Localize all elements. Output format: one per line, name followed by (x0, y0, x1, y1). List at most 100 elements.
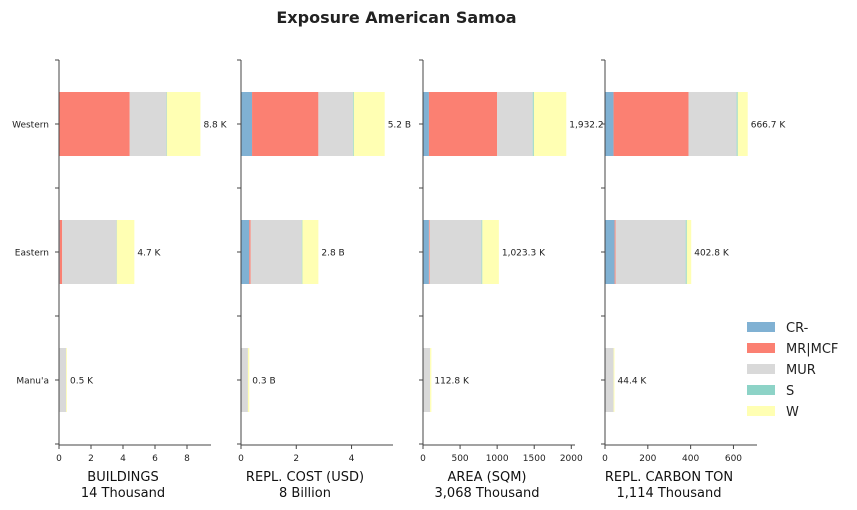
bar-eastern-mur (429, 220, 482, 284)
x-tick-label: 0 (602, 454, 608, 464)
panel-repl-cost-usd: 5.2 B 2.8 B 0.3 B 0 2 4 REPL. COST (USD)8 Bill… (237, 59, 411, 501)
total-label-manu-a: 44.4 K (618, 377, 648, 387)
bar-western-mr-mcf (59, 92, 130, 156)
bar-eastern-s (301, 220, 303, 284)
panel-repl-carbon-ton: 666.7 K 402.8 K 44.4 K 0 200 400 600 REPL. CARB… (601, 59, 787, 501)
bar-western-mr-mcf (613, 92, 689, 156)
x-tick-label: 1000 (486, 454, 509, 464)
bar-manu-a-w (66, 348, 67, 412)
x-axis-title: BUILDINGS (87, 470, 158, 485)
bar-western-s (532, 92, 534, 156)
legend-swatch-cr (747, 322, 775, 332)
bar-western-s (352, 92, 354, 156)
bar-western-cr (241, 92, 253, 156)
bar-western-w (533, 92, 567, 156)
bar-eastern-mr-mcf (428, 220, 430, 284)
x-tick-label: 500 (451, 454, 468, 464)
row-label-eastern: Eastern (15, 249, 49, 259)
x-tick-label: 0 (238, 454, 244, 464)
bar-eastern-s (685, 220, 687, 284)
total-label-manu-a: 0.3 B (252, 377, 275, 387)
bar-western-w (353, 92, 385, 156)
bar-western-s (736, 92, 738, 156)
x-axis-title: REPL. COST (USD) (246, 470, 364, 485)
legend-swatch-mur (747, 364, 775, 374)
panel-buildings: 8.8 K 4.7 K 0.5 K Western Eastern Manu'a 0 2 4 6 8… (12, 59, 228, 501)
total-label-manu-a: 112.8 K (434, 377, 470, 387)
bar-western-s (166, 92, 168, 156)
x-tick-label: 2 (293, 454, 299, 464)
x-axis-subtitle: 3,068 Thousand (435, 486, 540, 501)
bar-western-mur (497, 92, 533, 156)
bar-western-mur (318, 92, 353, 156)
bar-eastern-w (686, 220, 692, 284)
total-label-western: 1,932.2 K (569, 121, 613, 131)
x-tick-label: 2 (88, 454, 94, 464)
bar-eastern-mr-mcf (59, 220, 63, 284)
bar-manu-a-mur (605, 348, 614, 412)
legend-swatch-mr-mcf (747, 343, 775, 353)
legend-label-cr: CR- (786, 321, 809, 336)
x-axis-subtitle: 14 Thousand (81, 486, 165, 501)
total-label-manu-a: 0.5 K (70, 377, 94, 387)
bar-western-mur (129, 92, 167, 156)
x-tick-label: 4 (120, 454, 126, 464)
bar-manu-a-mur (423, 348, 431, 412)
x-axis-title: REPL. CARBON TON (605, 470, 733, 485)
bar-eastern-mur (62, 220, 117, 284)
chart-title: Exposure American Samoa (276, 8, 517, 27)
x-tick-label: 400 (682, 454, 699, 464)
x-axis-subtitle: 8 Billion (279, 486, 331, 501)
bar-manu-a-w (247, 348, 250, 412)
legend-label-mr-mcf: MR|MCF (786, 342, 838, 357)
bar-eastern-s (481, 220, 483, 284)
bar-eastern-cr (605, 220, 615, 284)
legend-label-s: S (786, 384, 794, 399)
bar-eastern-w (482, 220, 499, 284)
bar-eastern-mur (250, 220, 302, 284)
bar-eastern-cr (241, 220, 250, 284)
bar-western-cr (605, 92, 614, 156)
x-tick-label: 8 (184, 454, 190, 464)
total-label-western: 5.2 B (388, 121, 411, 131)
x-tick-label: 2000 (560, 454, 583, 464)
bar-eastern-mr-mcf (614, 220, 616, 284)
bar-manu-a-w (613, 348, 615, 412)
row-label-manu-a: Manu'a (16, 377, 49, 387)
bar-eastern-mur (615, 220, 686, 284)
x-tick-label: 200 (639, 454, 656, 464)
x-tick-label: 600 (725, 454, 742, 464)
bar-eastern-cr (423, 220, 429, 284)
bar-manu-a-w (430, 348, 432, 412)
x-axis-subtitle: 1,114 Thousand (617, 486, 722, 501)
bar-manu-a-mur (241, 348, 248, 412)
x-axis-title: AREA (SQM) (447, 470, 526, 485)
legend-label-w: W (786, 405, 799, 420)
bar-manu-a-mur (59, 348, 67, 412)
bar-western-mr-mcf (252, 92, 319, 156)
x-tick-label: 0 (420, 454, 426, 464)
total-label-western: 666.7 K (751, 121, 787, 131)
total-label-western: 8.8 K (203, 121, 227, 131)
total-label-eastern: 4.7 K (137, 249, 161, 259)
total-label-eastern: 402.8 K (694, 249, 730, 259)
row-label-western: Western (12, 121, 49, 131)
legend-label-mur: MUR (786, 363, 816, 378)
x-tick-label: 4 (349, 454, 355, 464)
legend-swatch-s (747, 385, 775, 395)
bar-western-mur (688, 92, 737, 156)
bar-eastern-w (302, 220, 319, 284)
bar-western-w (737, 92, 748, 156)
x-tick-label: 0 (56, 454, 62, 464)
bar-eastern-w (116, 220, 135, 284)
bar-western-cr (423, 92, 429, 156)
legend-swatch-w (747, 406, 775, 416)
bar-eastern-mr-mcf (249, 220, 251, 284)
legend: CR- MR|MCF MUR SW (747, 321, 838, 420)
total-label-eastern: 1,023.3 K (502, 249, 546, 259)
x-tick-label: 1500 (523, 454, 546, 464)
total-label-eastern: 2.8 B (321, 249, 344, 259)
x-tick-label: 6 (152, 454, 158, 464)
